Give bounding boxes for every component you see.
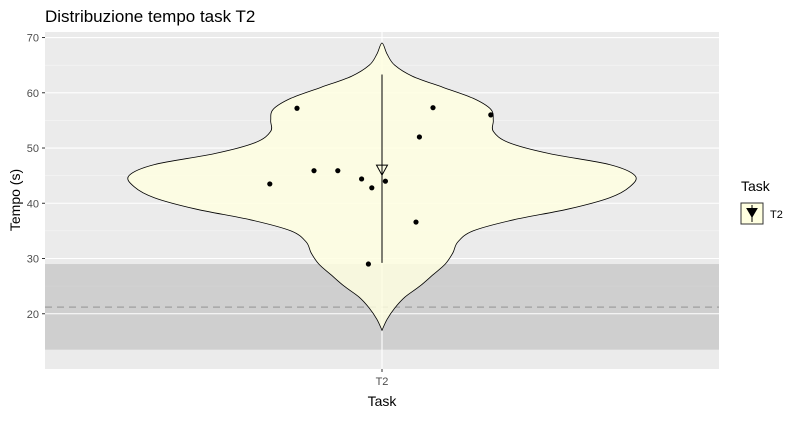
data-point xyxy=(369,185,375,191)
data-point xyxy=(413,219,419,225)
data-point xyxy=(359,176,365,182)
data-point xyxy=(267,181,273,187)
data-point xyxy=(430,105,436,111)
mean-marker xyxy=(375,164,389,177)
error-bar-layer xyxy=(375,74,389,263)
chart-title: Distribuzione tempo task T2 xyxy=(45,7,255,26)
y-tick-label: 50 xyxy=(27,143,39,155)
legend-title: Task xyxy=(741,178,771,194)
x-tick-label: T2 xyxy=(376,376,389,388)
y-tick-label: 70 xyxy=(27,33,39,45)
y-axis-ticks: 20 30 40 50 60 70 xyxy=(27,33,45,321)
x-axis-ticks: T2 xyxy=(376,369,389,388)
y-axis-title: Tempo (s) xyxy=(7,169,23,231)
points-layer xyxy=(267,105,494,267)
legend-key-triangle xyxy=(746,208,758,218)
y-tick-label: 20 xyxy=(27,309,39,321)
x-axis-title: Task xyxy=(368,393,398,409)
legend: Task T2 xyxy=(740,178,783,225)
data-point xyxy=(488,112,494,118)
y-tick-label: 60 xyxy=(27,88,39,100)
legend-entry-t2: T2 xyxy=(770,209,783,221)
data-point xyxy=(382,178,388,184)
data-point xyxy=(335,168,341,174)
y-tick-label: 40 xyxy=(27,198,39,210)
y-tick-label: 30 xyxy=(27,254,39,266)
data-point xyxy=(365,261,371,267)
data-point xyxy=(294,105,300,111)
data-point xyxy=(416,134,422,140)
data-point xyxy=(311,168,317,174)
